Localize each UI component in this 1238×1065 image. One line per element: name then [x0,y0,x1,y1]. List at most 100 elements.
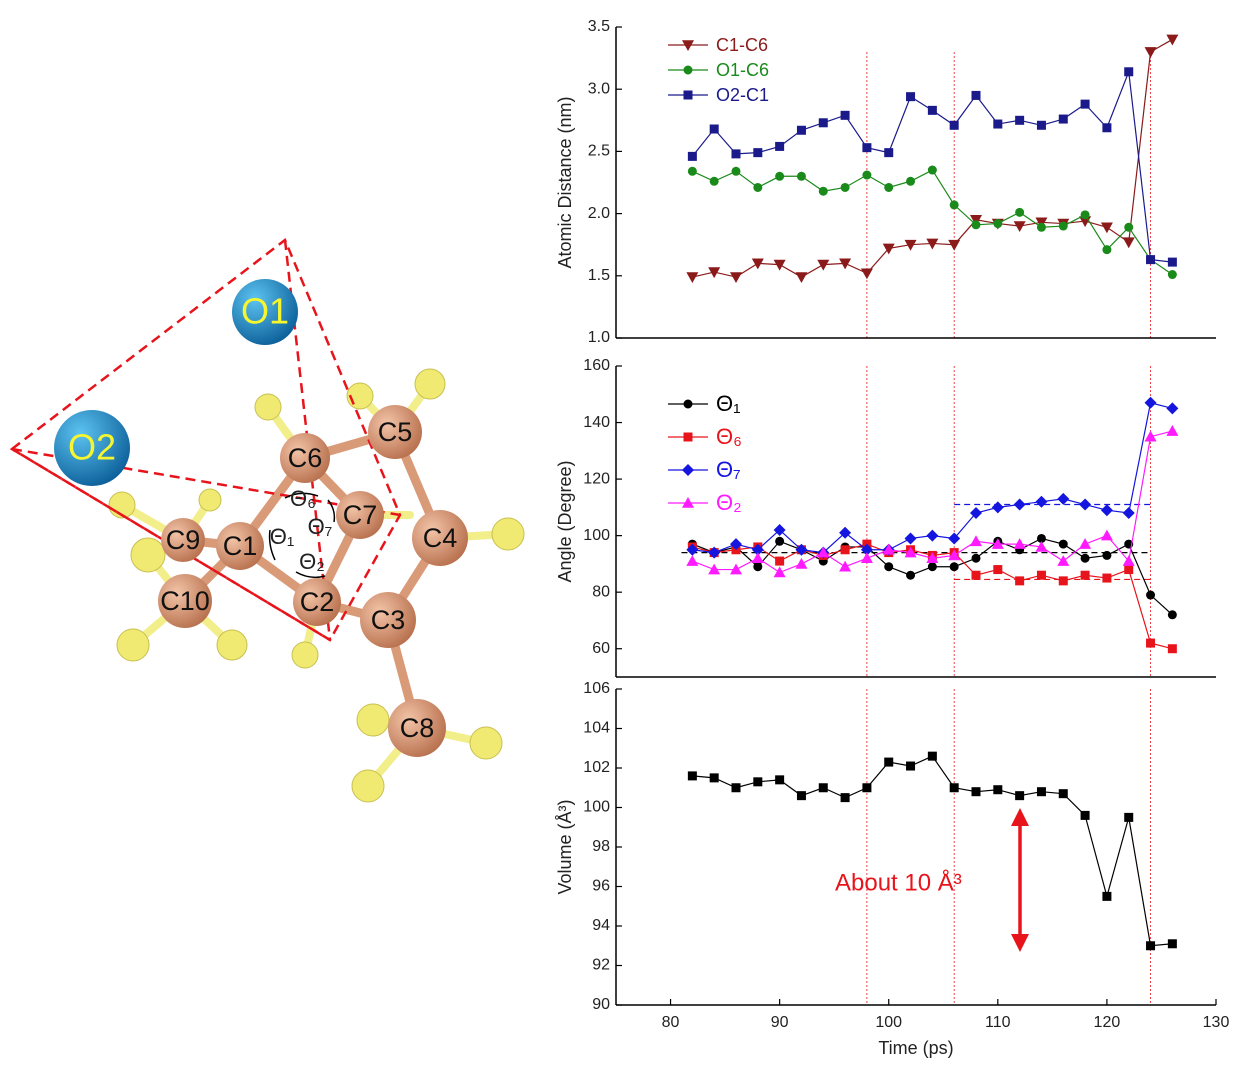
marker [928,562,937,571]
marker [732,783,741,792]
marker [774,566,786,577]
legend-marker [684,433,693,442]
y-tick-label: 140 [583,414,610,431]
marker [1015,116,1024,125]
marker [732,149,741,158]
legend-label: Θ₇ [716,457,741,482]
marker [948,240,960,251]
y-tick-label: 92 [592,957,610,974]
x-tick-label: 130 [1203,1014,1230,1031]
marker [1168,644,1177,653]
y-tick-label: 2.0 [588,205,610,222]
marker [688,152,697,161]
page: {"chart_data": [ {"type": "line", "ylabe… [0,0,1238,1065]
marker [1124,223,1133,232]
marker [1057,555,1069,566]
marker [1079,538,1091,549]
marker [797,791,806,800]
marker [884,183,893,192]
y-tick-label: 100 [583,799,610,816]
marker [1166,402,1178,414]
marker [797,126,806,135]
marker [906,571,915,580]
marker [926,530,938,542]
atom-label: C9 [166,525,201,555]
marker [1146,255,1155,264]
y-tick-label: 94 [592,917,610,934]
atom-label: C10 [160,586,210,616]
legend-label: Θ₂ [716,490,742,515]
marker [862,171,871,180]
y-axis-label: Angle (Degree) [555,460,575,582]
legend-marker [684,91,693,100]
y-axis-label: Volume (Å³) [555,799,575,894]
marker [862,783,871,792]
marker [993,219,1002,228]
marker [730,564,742,575]
marker [970,535,982,546]
molecule: O1O2C1C2C3C4C5C6C7C8C9C10Θ₁Θ₂Θ₆Θ₇ [12,240,524,802]
x-tick-label: 80 [662,1014,680,1031]
marker [1145,397,1157,409]
marker [950,200,959,209]
marker [688,167,697,176]
marker [1101,222,1113,233]
angle-label: Θ₂ [299,549,325,574]
marker [861,552,873,563]
marker [1014,221,1026,232]
marker [1081,100,1090,109]
marker [795,558,807,569]
atom-label: C1 [223,531,258,561]
marker [1035,496,1047,508]
marker [1037,223,1046,232]
marker [1168,258,1177,267]
marker [1101,504,1113,516]
figure: O1O2C1C2C3C4C5C6C7C8C9C10Θ₁Θ₂Θ₆Θ₇ 1.01.5… [0,0,1238,1065]
series-line [692,756,1172,946]
y-tick-label: 96 [592,878,610,895]
marker [1168,939,1177,948]
marker [1168,270,1177,279]
y-tick-label: 100 [583,527,610,544]
marker [1124,67,1133,76]
marker [775,775,784,784]
atom-label: C8 [400,713,435,743]
marker [1081,210,1090,219]
y-tick-label: 3.5 [588,18,610,35]
marker [905,532,917,544]
marker [775,142,784,151]
marker [993,565,1002,574]
marker [1101,530,1113,541]
y-tick-label: 3.0 [588,80,610,97]
marker [839,561,851,572]
x-tick-label: 90 [771,1014,789,1031]
y-tick-label: 106 [583,680,610,697]
y-tick-label: 2.5 [588,143,610,160]
marker [1057,493,1069,505]
marker [1015,791,1024,800]
marker [1102,892,1111,901]
x-axis-label: Time (ps) [878,1038,953,1058]
legend-label: C1-C6 [716,35,768,55]
marker [972,571,981,580]
marker [972,787,981,796]
marker [861,269,873,280]
marker [710,177,719,186]
marker [1102,551,1111,560]
marker [708,564,720,575]
y-tick-label: 104 [583,720,610,737]
marker [1123,237,1135,248]
marker [1059,540,1068,549]
y-tick-label: 120 [583,470,610,487]
marker [1123,507,1135,519]
marker [1168,610,1177,619]
marker [884,758,893,767]
atom-label: C2 [300,587,335,617]
marker [1014,499,1026,511]
legend-marker [682,464,694,476]
legend-label: Θ₆ [716,424,742,449]
marker [1102,245,1111,254]
marker [1124,813,1133,822]
